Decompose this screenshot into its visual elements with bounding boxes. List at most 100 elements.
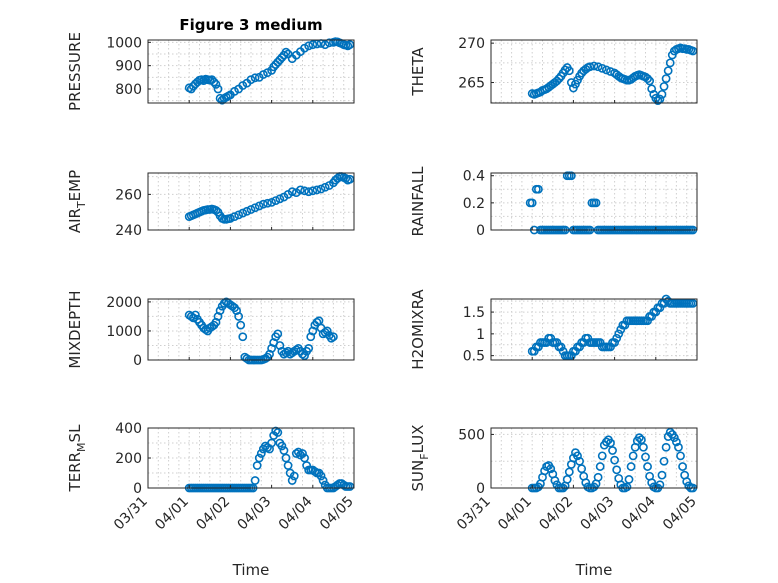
y-tick-label: 0	[476, 481, 485, 497]
y-tick-label: 1000	[106, 324, 142, 340]
data-point	[589, 61, 599, 71]
data-point	[622, 482, 632, 492]
x-tick-label: 04/03	[578, 494, 618, 534]
plot-area	[148, 299, 354, 360]
data-point	[246, 75, 256, 85]
data-point	[316, 471, 326, 481]
data-point	[250, 476, 260, 485]
data-point	[562, 475, 572, 484]
data-point	[608, 446, 617, 455]
data-point	[256, 449, 266, 458]
data-point	[324, 38, 334, 48]
x-tick-label: 04/05	[317, 494, 357, 534]
data-point	[674, 442, 683, 452]
data-point	[653, 96, 663, 106]
y-tick-label: 2000	[106, 295, 142, 311]
data-point	[304, 343, 314, 353]
x-tick-label: 03/31	[454, 494, 494, 534]
data-point	[591, 198, 601, 208]
data-point	[312, 185, 322, 195]
data-point	[277, 441, 287, 451]
data-point	[298, 449, 307, 458]
data-point	[645, 76, 655, 86]
data-point	[550, 476, 560, 485]
data-point	[676, 451, 685, 461]
x-tick-label: 04/04	[619, 493, 659, 533]
y-tick-label: 400	[115, 421, 142, 437]
y-tick-label: 0.5	[463, 349, 485, 365]
data-point	[252, 461, 262, 470]
data-point	[254, 201, 264, 211]
data-point	[263, 198, 272, 208]
data-point	[626, 462, 636, 471]
data-point	[310, 467, 320, 476]
y-axis-label: SUNFLUX	[409, 425, 431, 492]
data-point	[606, 438, 615, 448]
data-point	[643, 462, 652, 471]
data-point	[612, 465, 622, 475]
x-axis-label-left: Time	[232, 561, 270, 579]
data-point	[250, 203, 260, 213]
data-point	[238, 208, 248, 218]
data-point	[341, 173, 351, 183]
data-point	[300, 186, 309, 196]
data-point	[593, 62, 603, 72]
data-point	[688, 46, 698, 56]
data-point	[554, 74, 564, 83]
data-point	[258, 70, 268, 79]
data-point	[345, 174, 355, 184]
data-point	[291, 449, 301, 458]
data-point	[678, 462, 687, 471]
data-point	[215, 306, 225, 316]
data-point	[345, 482, 355, 491]
data-point	[564, 66, 574, 76]
data-point	[267, 197, 276, 207]
data-point	[316, 184, 326, 194]
data-point	[215, 93, 225, 103]
data-point	[527, 198, 537, 208]
data-point	[287, 187, 297, 197]
data-point	[304, 41, 314, 51]
data-point	[597, 63, 607, 73]
data-point	[318, 476, 328, 485]
data-point	[546, 464, 556, 474]
data-point	[300, 453, 309, 463]
data-point	[669, 433, 679, 443]
x-tick-label: 04/04	[276, 493, 316, 533]
data-point	[300, 351, 309, 361]
y-tick-label: 1000	[106, 35, 142, 51]
data-point	[614, 329, 624, 339]
y-axis-label: AIRTEMP	[66, 170, 88, 233]
data-point	[533, 184, 543, 194]
x-axis-label-right: Time	[575, 561, 613, 579]
data-point	[211, 79, 221, 89]
data-point	[209, 77, 219, 87]
figure-title: Figure 3 medium	[179, 16, 322, 34]
data-point	[333, 480, 342, 490]
data-point	[273, 329, 283, 339]
data-point	[281, 47, 291, 57]
data-point	[281, 453, 291, 463]
data-point	[575, 456, 584, 466]
data-point	[308, 40, 318, 50]
data-point	[246, 205, 256, 214]
data-point	[647, 84, 657, 94]
data-point	[661, 442, 671, 452]
data-point	[585, 62, 595, 72]
data-point	[657, 470, 667, 480]
axes-frame	[490, 427, 698, 489]
data-point	[190, 310, 200, 320]
data-point	[254, 453, 264, 463]
y-tick-label: 265	[458, 76, 485, 92]
x-tick-label: 03/31	[111, 494, 151, 534]
data-point	[659, 82, 669, 91]
data-point	[211, 206, 221, 215]
data-point	[610, 338, 619, 347]
data-point	[236, 320, 246, 330]
x-tick-label: 04/01	[152, 494, 192, 534]
data-point	[639, 442, 648, 452]
x-tick-label: 04/02	[193, 494, 233, 534]
data-point	[322, 326, 332, 336]
data-point	[628, 451, 638, 461]
